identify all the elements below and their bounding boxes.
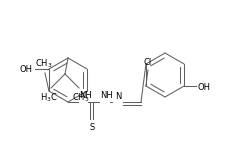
Text: OH: OH [20,65,33,75]
Text: NH: NH [79,91,92,100]
Text: OH: OH [197,82,210,92]
Text: Cl: Cl [144,58,152,67]
Text: N: N [115,92,121,101]
Text: CH$_3$: CH$_3$ [35,57,53,70]
Text: S: S [89,123,95,132]
Text: NH: NH [100,91,113,100]
Text: CH$_3$: CH$_3$ [72,91,90,103]
Text: H$_3$C: H$_3$C [40,91,58,103]
